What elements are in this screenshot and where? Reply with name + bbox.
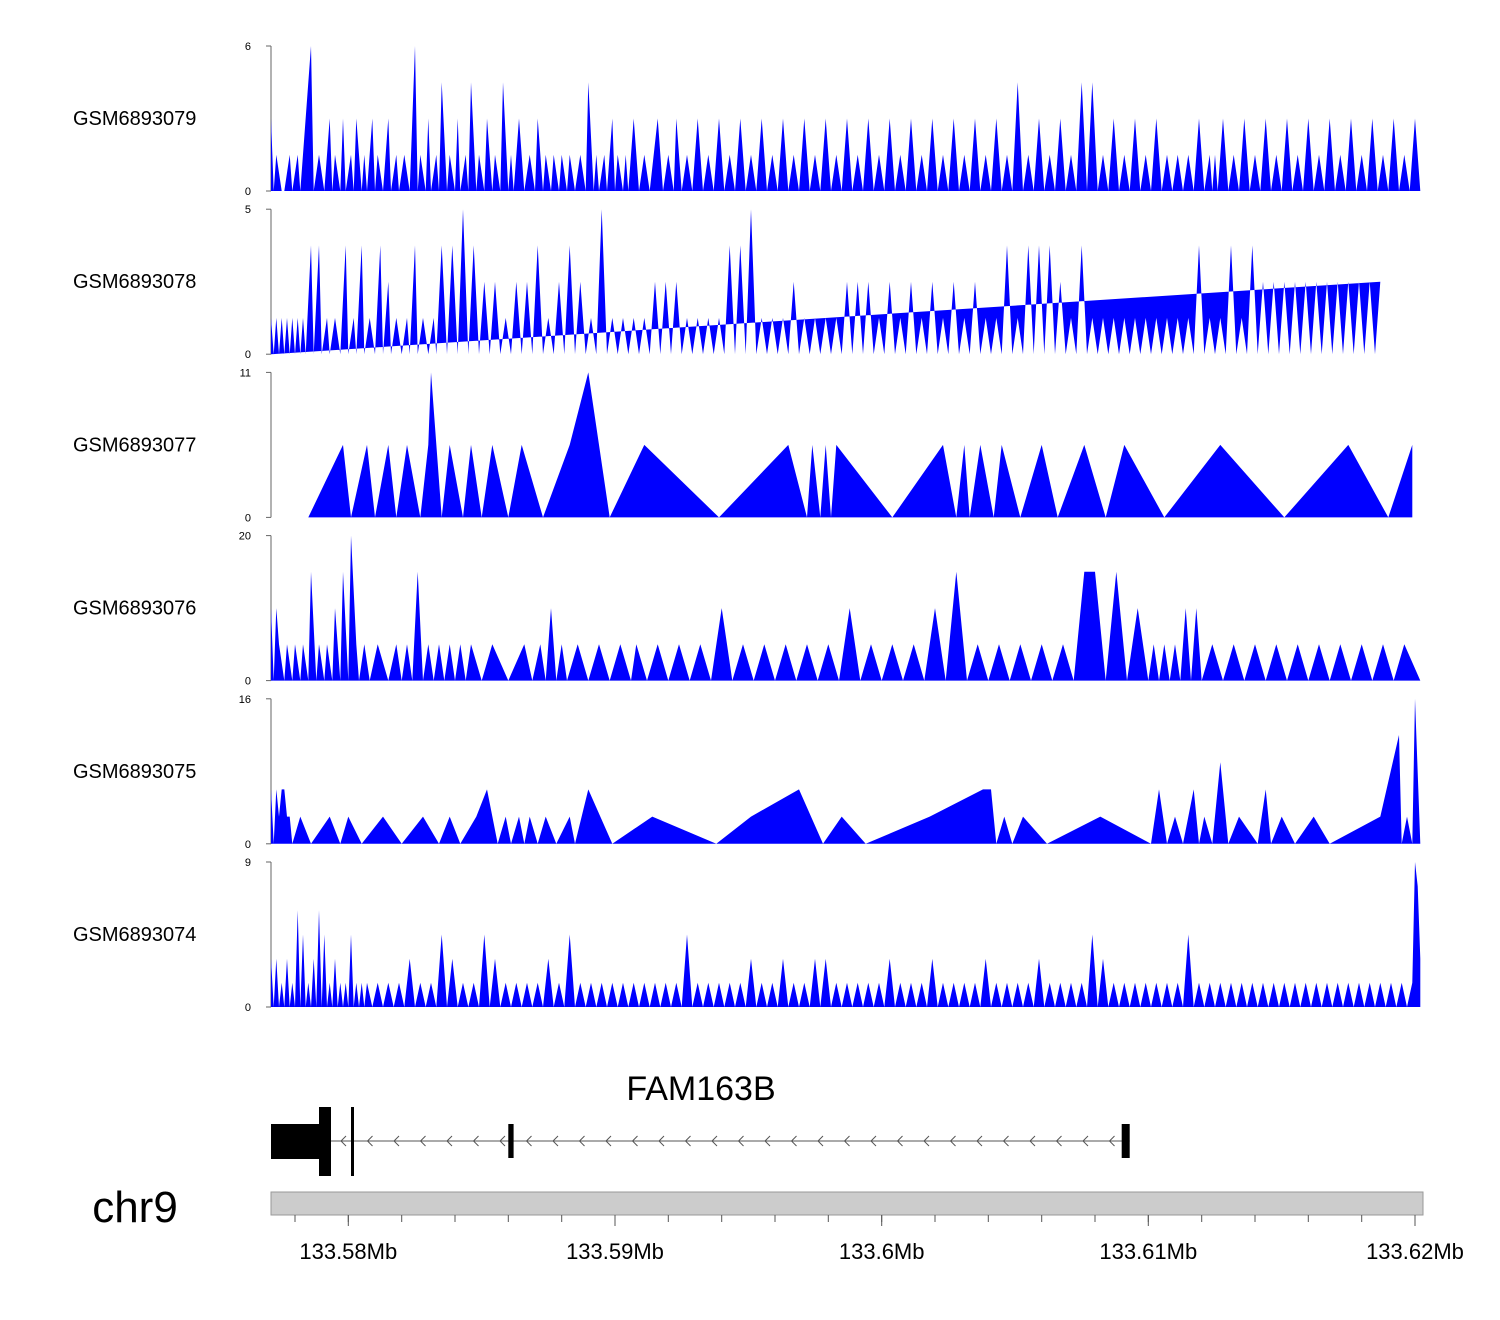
strand-arrow bbox=[764, 1135, 771, 1147]
y-tick-label-zero: 0 bbox=[245, 676, 251, 688]
strand-arrow bbox=[340, 1135, 347, 1147]
strand-arrow bbox=[843, 1135, 850, 1147]
axis-tick-label: 133.58Mb bbox=[299, 1239, 397, 1264]
gene-name-label: FAM163B bbox=[626, 1070, 775, 1108]
strand-arrow bbox=[1082, 1135, 1089, 1147]
strand-arrow bbox=[658, 1135, 665, 1147]
strand-arrow bbox=[366, 1135, 373, 1147]
y-tick-label-zero: 0 bbox=[245, 512, 251, 524]
track-GSM6893075: GSM6893075 16 0 bbox=[73, 694, 1421, 851]
exon bbox=[508, 1124, 514, 1158]
exon-terminal bbox=[319, 1107, 331, 1176]
axis-tick-label: 133.62Mb bbox=[1366, 1239, 1464, 1264]
axis-tick-label: 133.59Mb bbox=[566, 1239, 664, 1264]
y-tick-label-max: 6 bbox=[245, 41, 251, 53]
axis-tick-label: 133.6Mb bbox=[839, 1239, 925, 1264]
exon-small bbox=[351, 1107, 354, 1176]
chromosome-band bbox=[270, 1191, 1424, 1216]
track-GSM6893076: GSM6893076 20 0 bbox=[73, 531, 1421, 688]
chromosome-label: chr9 bbox=[92, 1183, 178, 1232]
strand-arrow bbox=[896, 1135, 903, 1147]
y-tick-label-max: 5 bbox=[245, 204, 251, 216]
coverage-area bbox=[271, 862, 1421, 1007]
coverage-tracks: GSM689307960GSM689307850GSM6893077110GSM… bbox=[73, 41, 1421, 1014]
strand-arrow bbox=[976, 1135, 983, 1147]
strand-arrow bbox=[552, 1135, 559, 1147]
track-label: GSM6893079 bbox=[73, 108, 196, 130]
axis-tick-label: 133.61Mb bbox=[1099, 1239, 1197, 1264]
strand-arrow bbox=[393, 1135, 400, 1147]
strand-arrow bbox=[949, 1135, 956, 1147]
strand-arrow bbox=[472, 1135, 479, 1147]
coverage-area bbox=[271, 46, 1421, 191]
coverage-area bbox=[271, 698, 1421, 844]
exon bbox=[1121, 1124, 1130, 1158]
y-tick-label-max: 20 bbox=[239, 531, 251, 543]
strand-arrow bbox=[817, 1135, 824, 1147]
strand-arrow bbox=[605, 1135, 612, 1147]
track-label: GSM6893077 bbox=[73, 434, 196, 456]
strand-arrow bbox=[1055, 1135, 1062, 1147]
strand-arrow bbox=[684, 1135, 691, 1147]
track-label: GSM6893075 bbox=[73, 761, 196, 783]
strand-arrow bbox=[790, 1135, 797, 1147]
track-GSM6893074: GSM6893074 9 0 bbox=[73, 857, 1421, 1014]
strand-arrow bbox=[1002, 1135, 1009, 1147]
track-GSM6893079: GSM6893079 6 0 bbox=[73, 41, 1421, 198]
y-tick-label-zero: 0 bbox=[245, 839, 251, 851]
strand-arrow bbox=[525, 1135, 532, 1147]
strand-arrow bbox=[631, 1135, 638, 1147]
track-label: GSM6893076 bbox=[73, 598, 196, 620]
track-GSM6893078: GSM6893078 5 0 bbox=[73, 204, 1381, 361]
strand-arrow bbox=[578, 1135, 585, 1147]
y-tick-label-max: 16 bbox=[239, 694, 251, 706]
exon bbox=[271, 1124, 319, 1159]
track-label: GSM6893078 bbox=[73, 271, 196, 293]
strand-arrow bbox=[419, 1135, 426, 1147]
y-tick-label-max: 11 bbox=[240, 367, 251, 379]
strand-arrow bbox=[1029, 1135, 1036, 1147]
strand-arrow bbox=[737, 1135, 744, 1147]
strand-arrow bbox=[1108, 1135, 1115, 1147]
y-tick-label-zero: 0 bbox=[245, 1002, 251, 1014]
coverage-area bbox=[271, 535, 1421, 681]
gene-annotation-track: FAM163B bbox=[271, 1070, 1130, 1176]
coverage-area bbox=[308, 372, 1413, 518]
track-GSM6893077: GSM6893077 11 0 bbox=[73, 367, 1413, 524]
coverage-area bbox=[271, 209, 1381, 355]
strand-arrow bbox=[711, 1135, 718, 1147]
y-tick-label-zero: 0 bbox=[245, 349, 251, 361]
track-label: GSM6893074 bbox=[73, 924, 196, 946]
y-tick-label-zero: 0 bbox=[245, 186, 251, 198]
strand-arrow bbox=[499, 1135, 506, 1147]
strand-arrow bbox=[446, 1135, 453, 1147]
strand-arrow bbox=[870, 1135, 877, 1147]
chromosome-axis: chr9 133.58Mb 133.59Mb 133.6Mb 133.61Mb 133.… bbox=[92, 1183, 1464, 1264]
strand-arrow bbox=[923, 1135, 930, 1147]
y-tick-label-max: 9 bbox=[245, 857, 251, 869]
